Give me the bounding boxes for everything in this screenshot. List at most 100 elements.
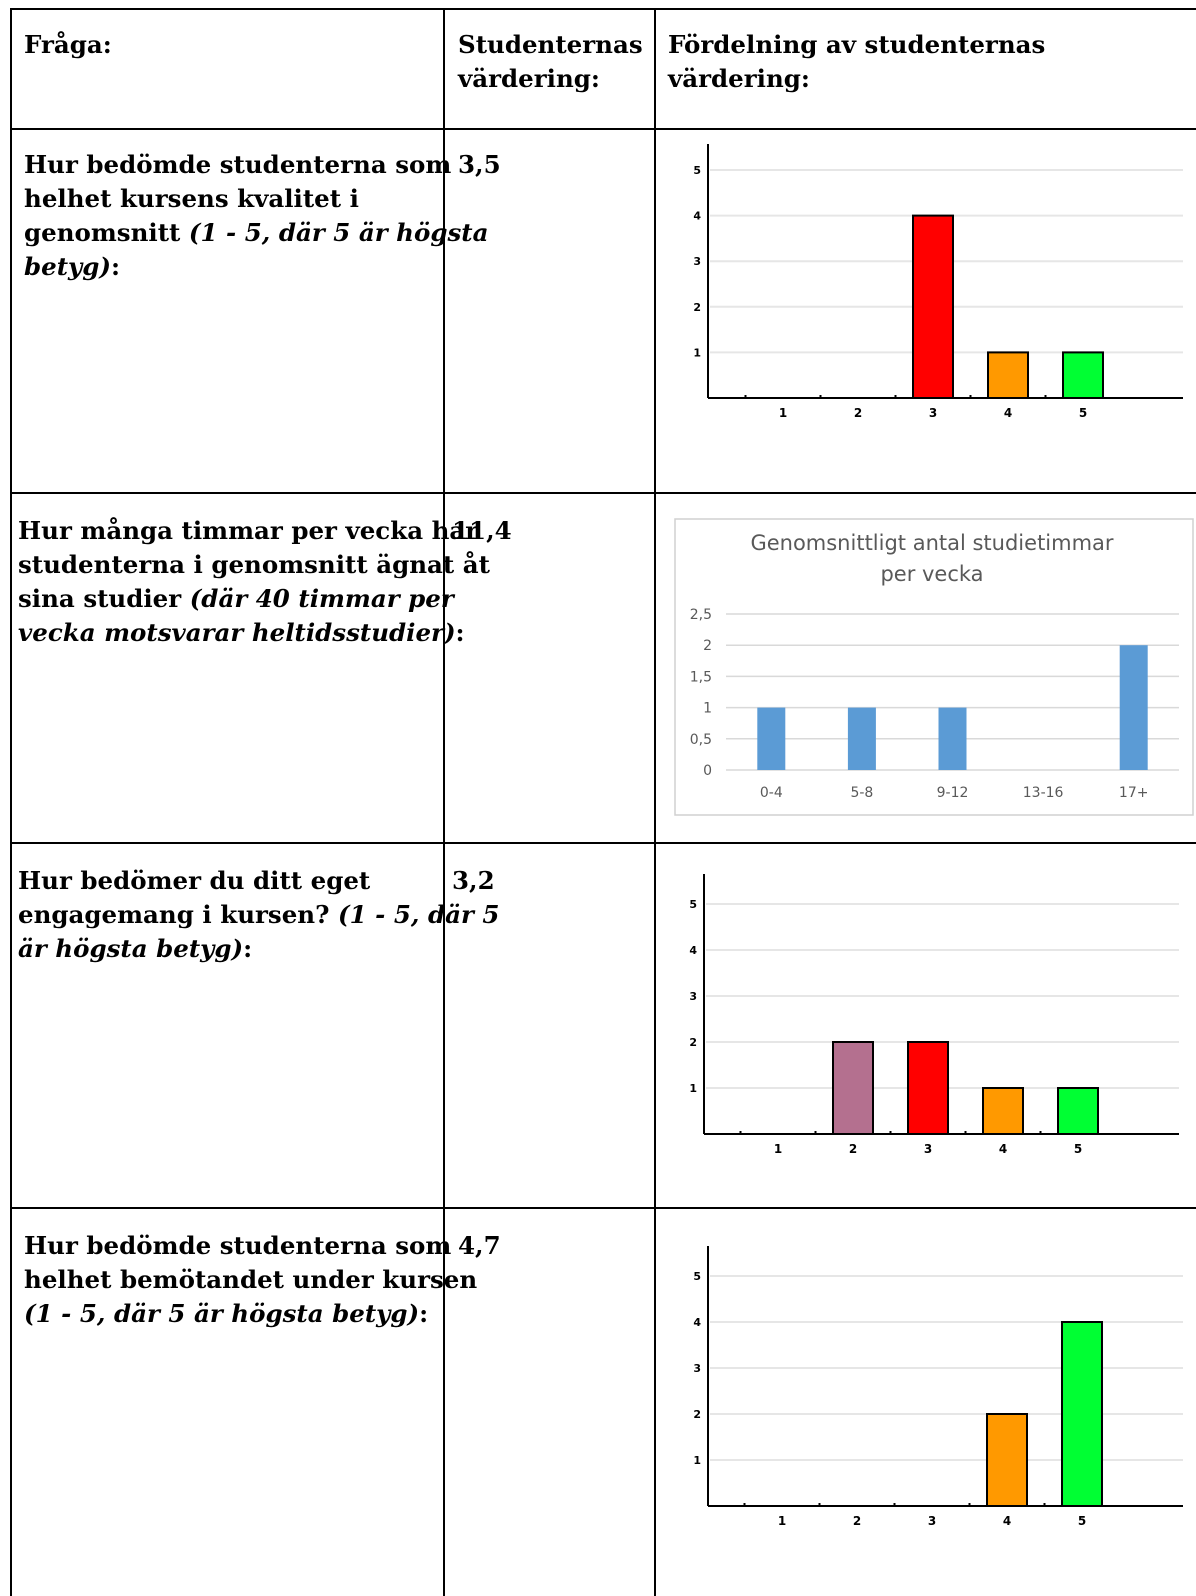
- bar: [1062, 351, 1104, 399]
- x-tick-label: 4: [999, 1142, 1007, 1156]
- question-line: (1 - 5, där 5 är högsta betyg):: [24, 1297, 477, 1331]
- rating-value-text: 3,2: [452, 866, 495, 895]
- question-line: engagemang i kursen? (1 - 5, där 5: [18, 898, 499, 932]
- question-scale-note: (1 - 5, där 5 är högsta betyg): [24, 1299, 420, 1328]
- bar: [912, 214, 954, 399]
- engagement-distribution-chart: 1 2 3 4 5 1 2 3 4 5: [689, 874, 1179, 1156]
- question-cell: Hur bedömde studenterna som helhet kurse…: [24, 148, 488, 284]
- question-scale-note: vecka motsvarar heltidsstudier): [18, 618, 456, 647]
- header-distribution-line: värdering:: [668, 64, 810, 93]
- quality-distribution-chart: 1 2 3 4 5 1 2 3 4 5: [693, 144, 1183, 420]
- x-tick-label: 17+: [1119, 785, 1149, 801]
- question-scale-note: (1 - 5, där 5 är högsta: [188, 218, 489, 247]
- header-question-label: Fråga:: [24, 30, 112, 59]
- x-tick-label: 9-12: [937, 785, 969, 801]
- x-tick-label: 3: [928, 1514, 936, 1528]
- y-tick-label: 2,5: [690, 607, 712, 623]
- bar: [757, 707, 786, 770]
- x-tick-label: 0-4: [760, 785, 783, 801]
- question-line: genomsnitt (1 - 5, där 5 är högsta: [24, 216, 488, 250]
- question-line: helhet bemötandet under kursen: [24, 1265, 478, 1294]
- header-rating-line: Studenternas: [458, 30, 643, 59]
- study-hours-chart: Genomsnittligt antal studietimmar per vec…: [674, 518, 1194, 816]
- y-tick-label: 2: [693, 301, 701, 314]
- x-tick-label: 5-8: [850, 785, 873, 801]
- y-tick-label: 5: [693, 164, 701, 177]
- question-cell: Hur bedömde studenterna som helhet bemöt…: [24, 1229, 477, 1331]
- bar: [847, 707, 876, 770]
- evaluation-table: Fråga: Studenternas värdering: Fördelnin…: [10, 8, 1196, 1596]
- table-row-divider: [10, 128, 1196, 130]
- bar: [907, 1041, 949, 1135]
- question-line: studenterna i genomsnitt ägnat åt: [18, 550, 490, 579]
- bar: [982, 1087, 1024, 1135]
- question-cell: Hur bedömer du ditt eget engagemang i ku…: [18, 864, 499, 966]
- y-tick-label: 5: [689, 898, 697, 911]
- y-tick-label: 4: [693, 210, 701, 223]
- y-tick-label: 1: [693, 1454, 701, 1467]
- x-tick-label: 3: [924, 1142, 932, 1156]
- rating-value: 3,2: [452, 864, 495, 898]
- question-line: Hur många timmar per vecka har: [18, 516, 479, 545]
- question-colon: :: [419, 1299, 429, 1328]
- y-tick-label: 3: [693, 255, 701, 268]
- y-tick-label: 3: [689, 990, 697, 1003]
- bar: [1057, 1087, 1099, 1135]
- table-column-divider: [443, 8, 445, 1596]
- rating-value: 4,7: [458, 1229, 501, 1263]
- question-line: Hur bedömer du ditt eget: [18, 866, 371, 895]
- y-tick-label: 2: [689, 1036, 697, 1049]
- header-question: Fråga:: [24, 28, 112, 62]
- chart-title: Genomsnittligt antal studietimmar: [750, 531, 1113, 555]
- question-scale-note: (där 40 timmar per: [189, 584, 454, 613]
- bar: [987, 351, 1029, 399]
- table-row-divider: [10, 492, 1196, 494]
- question-line: är högsta betyg):: [18, 932, 499, 966]
- x-tick-label: 13-16: [1023, 785, 1064, 801]
- question-text: genomsnitt: [24, 218, 189, 247]
- question-text: sina studier: [18, 584, 190, 613]
- x-tick-label: 4: [1003, 1514, 1011, 1528]
- rating-value-text: 11,4: [452, 516, 512, 545]
- x-tick-label: 5: [1078, 1514, 1086, 1528]
- bar: [832, 1041, 874, 1135]
- y-tick-label: 0: [703, 763, 712, 779]
- question-line: helhet kursens kvalitet i: [24, 184, 359, 213]
- question-colon: :: [455, 618, 465, 647]
- header-rating: Studenternas värdering:: [458, 28, 643, 96]
- x-tick-label: 1: [779, 406, 787, 420]
- table-row-divider: [10, 1207, 1196, 1209]
- x-tick-label: 2: [854, 406, 862, 420]
- question-line: sina studier (där 40 timmar per: [18, 582, 490, 616]
- y-tick-label: 1: [703, 701, 712, 717]
- rating-value-text: 4,7: [458, 1231, 501, 1260]
- table-border-left: [10, 8, 12, 1596]
- header-distribution: Fördelning av studenternas värdering:: [668, 28, 1045, 96]
- question-line: Hur bedömde studenterna som: [24, 150, 452, 179]
- table-column-divider: [654, 8, 656, 1596]
- question-line: vecka motsvarar heltidsstudier):: [18, 616, 490, 650]
- table-row-divider: [10, 842, 1196, 844]
- bar: [1119, 645, 1148, 770]
- question-scale-note: betyg): [24, 252, 111, 281]
- y-tick-label: 0,5: [690, 732, 712, 748]
- bar: [986, 1413, 1028, 1507]
- rating-value: 3,5: [458, 148, 501, 182]
- header-distribution-line: Fördelning av studenternas: [668, 30, 1046, 59]
- y-tick-label: 2: [693, 1408, 701, 1421]
- x-tick-label: 1: [774, 1142, 782, 1156]
- chart-title: per vecka: [880, 562, 983, 586]
- x-tick-label: 4: [1004, 406, 1012, 420]
- bar: [938, 707, 967, 770]
- y-tick-label: 2: [703, 638, 712, 654]
- y-tick-label: 4: [689, 944, 697, 957]
- y-tick-label: 1: [689, 1082, 697, 1095]
- x-tick-label: 5: [1074, 1142, 1082, 1156]
- question-colon: :: [111, 252, 121, 281]
- rating-value: 11,4: [452, 514, 512, 548]
- question-line: Hur bedömde studenterna som: [24, 1231, 452, 1260]
- x-tick-label: 2: [849, 1142, 857, 1156]
- question-line: betyg):: [24, 250, 488, 284]
- question-colon: :: [243, 934, 253, 963]
- x-tick-label: 5: [1079, 406, 1087, 420]
